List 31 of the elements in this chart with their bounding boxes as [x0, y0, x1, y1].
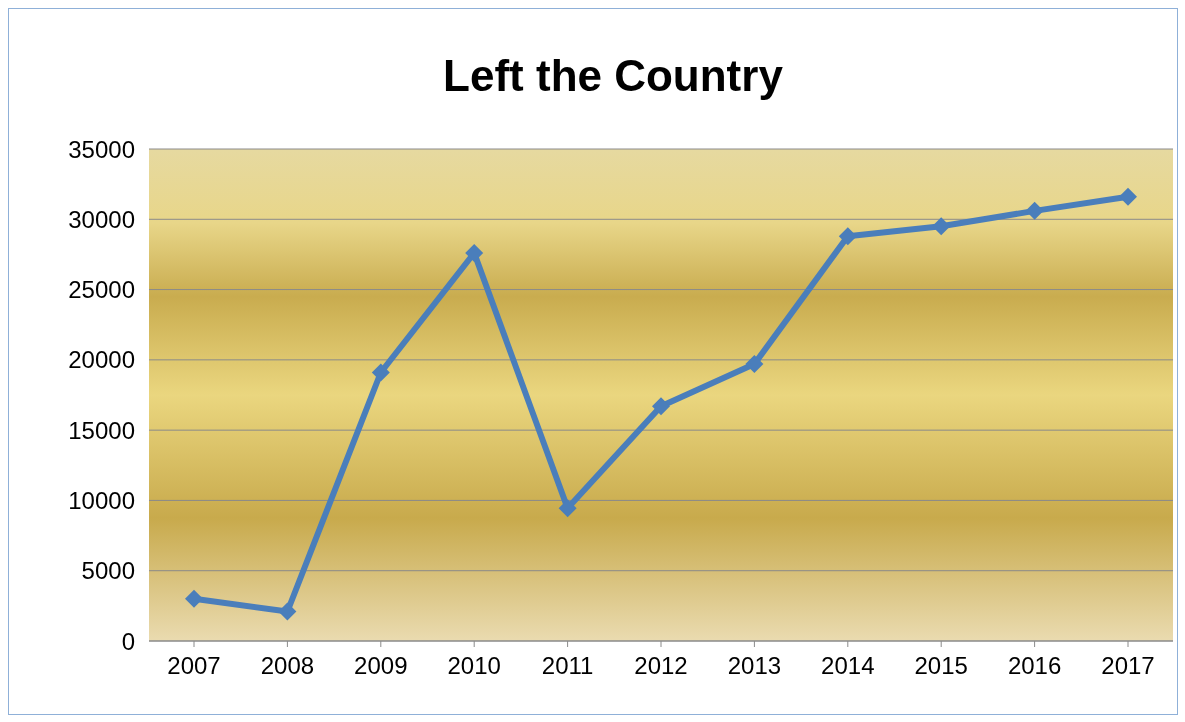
- y-tick-label: 0: [121, 627, 135, 655]
- x-tick-label: 2008: [260, 652, 315, 680]
- y-tick-label: 25000: [68, 276, 135, 304]
- point: [745, 355, 764, 374]
- point: [838, 227, 857, 246]
- x-tick-label: 2014: [821, 652, 875, 680]
- x-tick-label: 2007: [167, 652, 221, 680]
- x-tick-label: 2010: [447, 652, 501, 680]
- point: [278, 602, 297, 621]
- x-tick-label: 2017: [1101, 652, 1155, 680]
- y-tick-label: 15000: [68, 416, 135, 444]
- y-tick-label: 30000: [68, 205, 135, 233]
- chart-title: Left the Country: [442, 50, 784, 102]
- y-tick-label: 5000: [81, 557, 135, 585]
- x-tick-label: 2016: [1007, 652, 1062, 680]
- y-tick-label: 20000: [68, 346, 135, 374]
- point: [1119, 187, 1137, 206]
- x-tick-label: 2009: [354, 652, 408, 680]
- y-tick-label: 35000: [68, 135, 135, 163]
- point: [558, 499, 577, 518]
- point: [465, 244, 484, 263]
- point: [932, 217, 951, 236]
- x-tick-label: 2013: [727, 652, 782, 680]
- x-tick-label: 2012: [634, 652, 688, 680]
- point: [371, 363, 390, 382]
- point: [652, 397, 670, 416]
- x-tick-label: 2015: [914, 652, 968, 680]
- x-tick-label: 2011: [541, 652, 594, 680]
- y-tick-label: 10000: [68, 486, 135, 514]
- point: [1025, 201, 1044, 220]
- point: [185, 589, 203, 608]
